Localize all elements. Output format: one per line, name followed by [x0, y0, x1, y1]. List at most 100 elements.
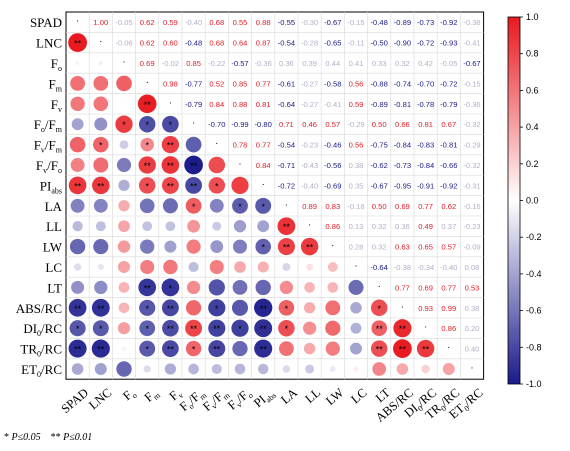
significance-footnote: * P≤0.05 ** P≤0.01	[4, 432, 92, 443]
correlation-value-label: -0.48	[371, 18, 388, 27]
correlation-circle	[186, 280, 201, 295]
correlation-value-label: -0.32	[463, 161, 480, 170]
correlation-circle	[232, 279, 248, 295]
correlation-value-label: 0.32	[395, 59, 410, 68]
correlation-value-label: -0.57	[231, 59, 248, 68]
significance-star: **	[213, 345, 221, 355]
correlation-value-label: -0.38	[463, 18, 480, 27]
colorbar-tick-label: -0.2	[526, 232, 542, 242]
correlation-circle	[350, 322, 362, 334]
correlation-value-label: 0.67	[441, 120, 456, 129]
correlation-value-label: -0.74	[394, 79, 411, 88]
correlation-value-label: 0.38	[465, 304, 480, 313]
correlation-value-label: 0.20	[465, 324, 480, 333]
correlation-circle	[208, 299, 226, 317]
correlation-value-label: -0.70	[417, 79, 434, 88]
correlation-circle	[188, 261, 199, 273]
significance-star: *	[99, 324, 103, 334]
correlation-value-label: -0.89	[394, 18, 411, 27]
correlation-circle	[68, 298, 87, 317]
correlation-circle	[231, 299, 249, 316]
correlation-circle	[117, 322, 131, 335]
correlation-circle	[140, 259, 155, 275]
correlation-value-label: -0.67	[371, 181, 388, 190]
column-label: Fm	[142, 385, 163, 406]
correlation-circle	[212, 221, 222, 231]
correlation-value-label: -0.27	[301, 79, 318, 88]
correlation-value-label: 0.56	[349, 141, 364, 150]
diagonal-dot: ·	[239, 159, 242, 169]
correlation-value-label: 0.66	[395, 120, 410, 129]
correlation-circle	[372, 362, 387, 376]
correlation-circle	[255, 279, 271, 296]
correlation-circle	[278, 299, 295, 316]
correlation-circle	[143, 365, 151, 373]
significance-star: *	[261, 202, 265, 212]
correlation-value-label: -0.46	[324, 141, 341, 150]
correlation-circle	[69, 136, 86, 153]
significance-star: **	[260, 304, 268, 314]
significance-star: **	[74, 345, 82, 355]
correlation-value-label: 0.81	[256, 100, 271, 109]
correlation-value-label: 0.40	[465, 345, 480, 354]
correlation-value-label: -0.81	[440, 141, 457, 150]
correlation-value-label: -0.88	[371, 79, 388, 88]
correlation-circle	[325, 341, 340, 356]
correlation-circle	[306, 263, 313, 271]
correlation-circle	[162, 319, 179, 337]
correlation-circle	[118, 302, 130, 314]
correlation-value-label: -0.38	[394, 263, 411, 272]
significance-star: *	[145, 120, 149, 130]
correlation-circle	[161, 135, 180, 154]
correlation-value-label: -0.36	[463, 100, 480, 109]
correlation-value-label: -0.29	[463, 141, 480, 150]
correlation-circle	[327, 282, 339, 293]
correlation-value-label: 0.81	[418, 120, 433, 129]
correlation-circle	[68, 339, 87, 358]
correlation-circle	[300, 237, 319, 256]
row-label: LL	[46, 219, 62, 234]
correlation-value-label: 0.08	[465, 263, 480, 272]
correlation-circle	[208, 156, 226, 174]
correlation-circle	[121, 346, 127, 351]
correlation-circle	[70, 198, 85, 213]
correlation-circle	[350, 342, 362, 355]
row-label: Fv	[51, 97, 62, 114]
correlation-circle	[353, 366, 359, 372]
significance-star: **	[97, 345, 105, 355]
correlation-circle	[186, 239, 201, 254]
significance-star: *	[215, 181, 219, 191]
correlation-circle	[139, 320, 156, 337]
significance-star: **	[167, 324, 175, 334]
correlation-value-label: 0.39	[302, 59, 317, 68]
correlation-value-label: 0.69	[140, 59, 155, 68]
significance-star: **	[97, 181, 105, 191]
correlation-value-label: 0.57	[325, 120, 340, 129]
correlation-circle	[208, 279, 225, 296]
correlation-value-label: 0.85	[186, 59, 201, 68]
correlation-value-label: -0.92	[440, 181, 457, 190]
significance-star: **	[167, 141, 175, 151]
correlation-value-label: -0.77	[185, 79, 202, 88]
correlation-circle	[393, 319, 412, 338]
diagonal-dot: ·	[262, 179, 265, 189]
correlation-value-label: -0.15	[463, 79, 480, 88]
correlation-circle	[69, 238, 86, 255]
correlation-value-label: 0.64	[233, 39, 248, 48]
correlation-value-label: -0.91	[417, 181, 434, 190]
correlation-value-label: -0.50	[371, 39, 388, 48]
correlation-value-label: -0.55	[278, 18, 295, 27]
significance-star: *	[145, 304, 149, 314]
correlation-circle	[329, 366, 336, 372]
significance-star: **	[74, 181, 82, 191]
correlation-circle	[185, 319, 203, 337]
correlation-value-label: 0.99	[441, 304, 456, 313]
correlation-circle	[327, 262, 338, 272]
correlation-circle	[68, 176, 87, 195]
significance-star: **	[283, 243, 291, 253]
correlation-circle	[165, 221, 176, 232]
correlation-circle	[116, 157, 132, 173]
correlation-value-label: -0.73	[417, 18, 434, 27]
correlation-circle	[93, 157, 109, 173]
correlation-circle	[118, 179, 130, 192]
